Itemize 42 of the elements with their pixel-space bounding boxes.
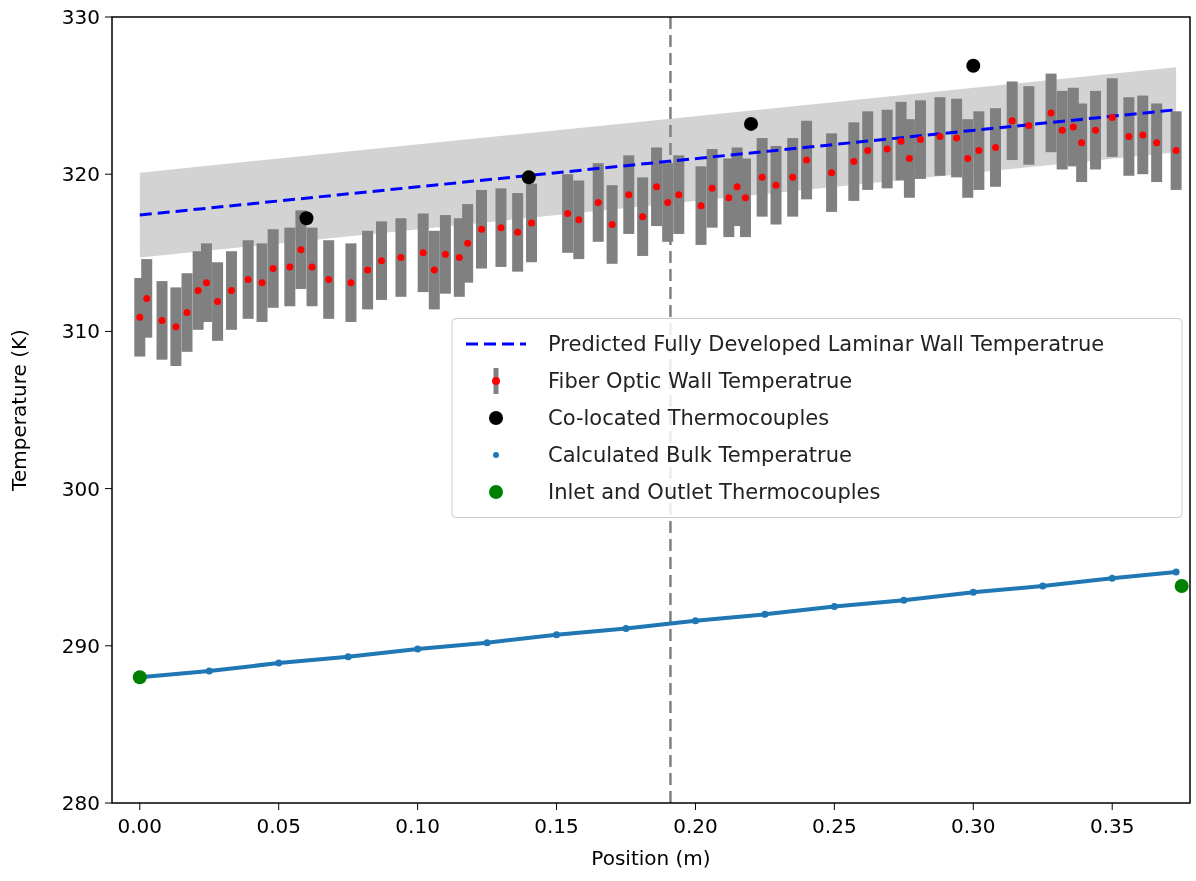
legend-label: Calculated Bulk Temperatrue [548, 443, 852, 467]
point [1039, 582, 1047, 590]
point [1108, 574, 1116, 582]
point [275, 659, 283, 667]
x-tick-label: 0.15 [534, 814, 579, 838]
point [691, 617, 699, 625]
legend-label: Co-located Thermocouples [548, 406, 830, 430]
point [521, 170, 536, 185]
point [830, 603, 838, 610]
point [744, 116, 759, 131]
point [761, 610, 769, 618]
y-tick-label: 290 [61, 633, 100, 658]
x-tick-label: 0.30 [951, 814, 996, 838]
x-tick-label: 0.10 [395, 814, 440, 838]
legend-label: Fiber Optic Wall Temperatrue [548, 369, 853, 393]
point [132, 670, 147, 685]
x-tick-label: 0.25 [812, 814, 857, 838]
y-tick-label: 280 [61, 791, 100, 815]
point [205, 667, 213, 675]
y-axis-title: Temperature (K) [7, 329, 31, 492]
point [969, 588, 977, 596]
legend-label: Predicted Fully Developed Laminar Wall Temperatrue [548, 332, 1105, 356]
point [553, 631, 561, 639]
y-tick-label: 330 [61, 5, 100, 29]
point [900, 596, 908, 604]
point [344, 653, 352, 661]
legend-label: Inlet and Outlet Thermocouples [548, 480, 881, 504]
x-tick-label: 0.05 [256, 814, 301, 838]
x-axis-title: Position (m) [591, 846, 711, 870]
point [966, 58, 981, 73]
point [483, 639, 491, 647]
point [414, 645, 422, 653]
y-tick-label: 320 [61, 162, 100, 187]
x-tick-label: 0.35 [1089, 814, 1135, 838]
y-tick-label: 300 [61, 476, 100, 501]
y-tick-label: 310 [61, 319, 100, 344]
point [1174, 579, 1189, 594]
x-tick-label: 0.20 [673, 814, 718, 838]
point [299, 211, 314, 226]
point [1172, 568, 1180, 576]
x-tick-label: 0.00 [117, 814, 163, 838]
point [622, 625, 630, 633]
